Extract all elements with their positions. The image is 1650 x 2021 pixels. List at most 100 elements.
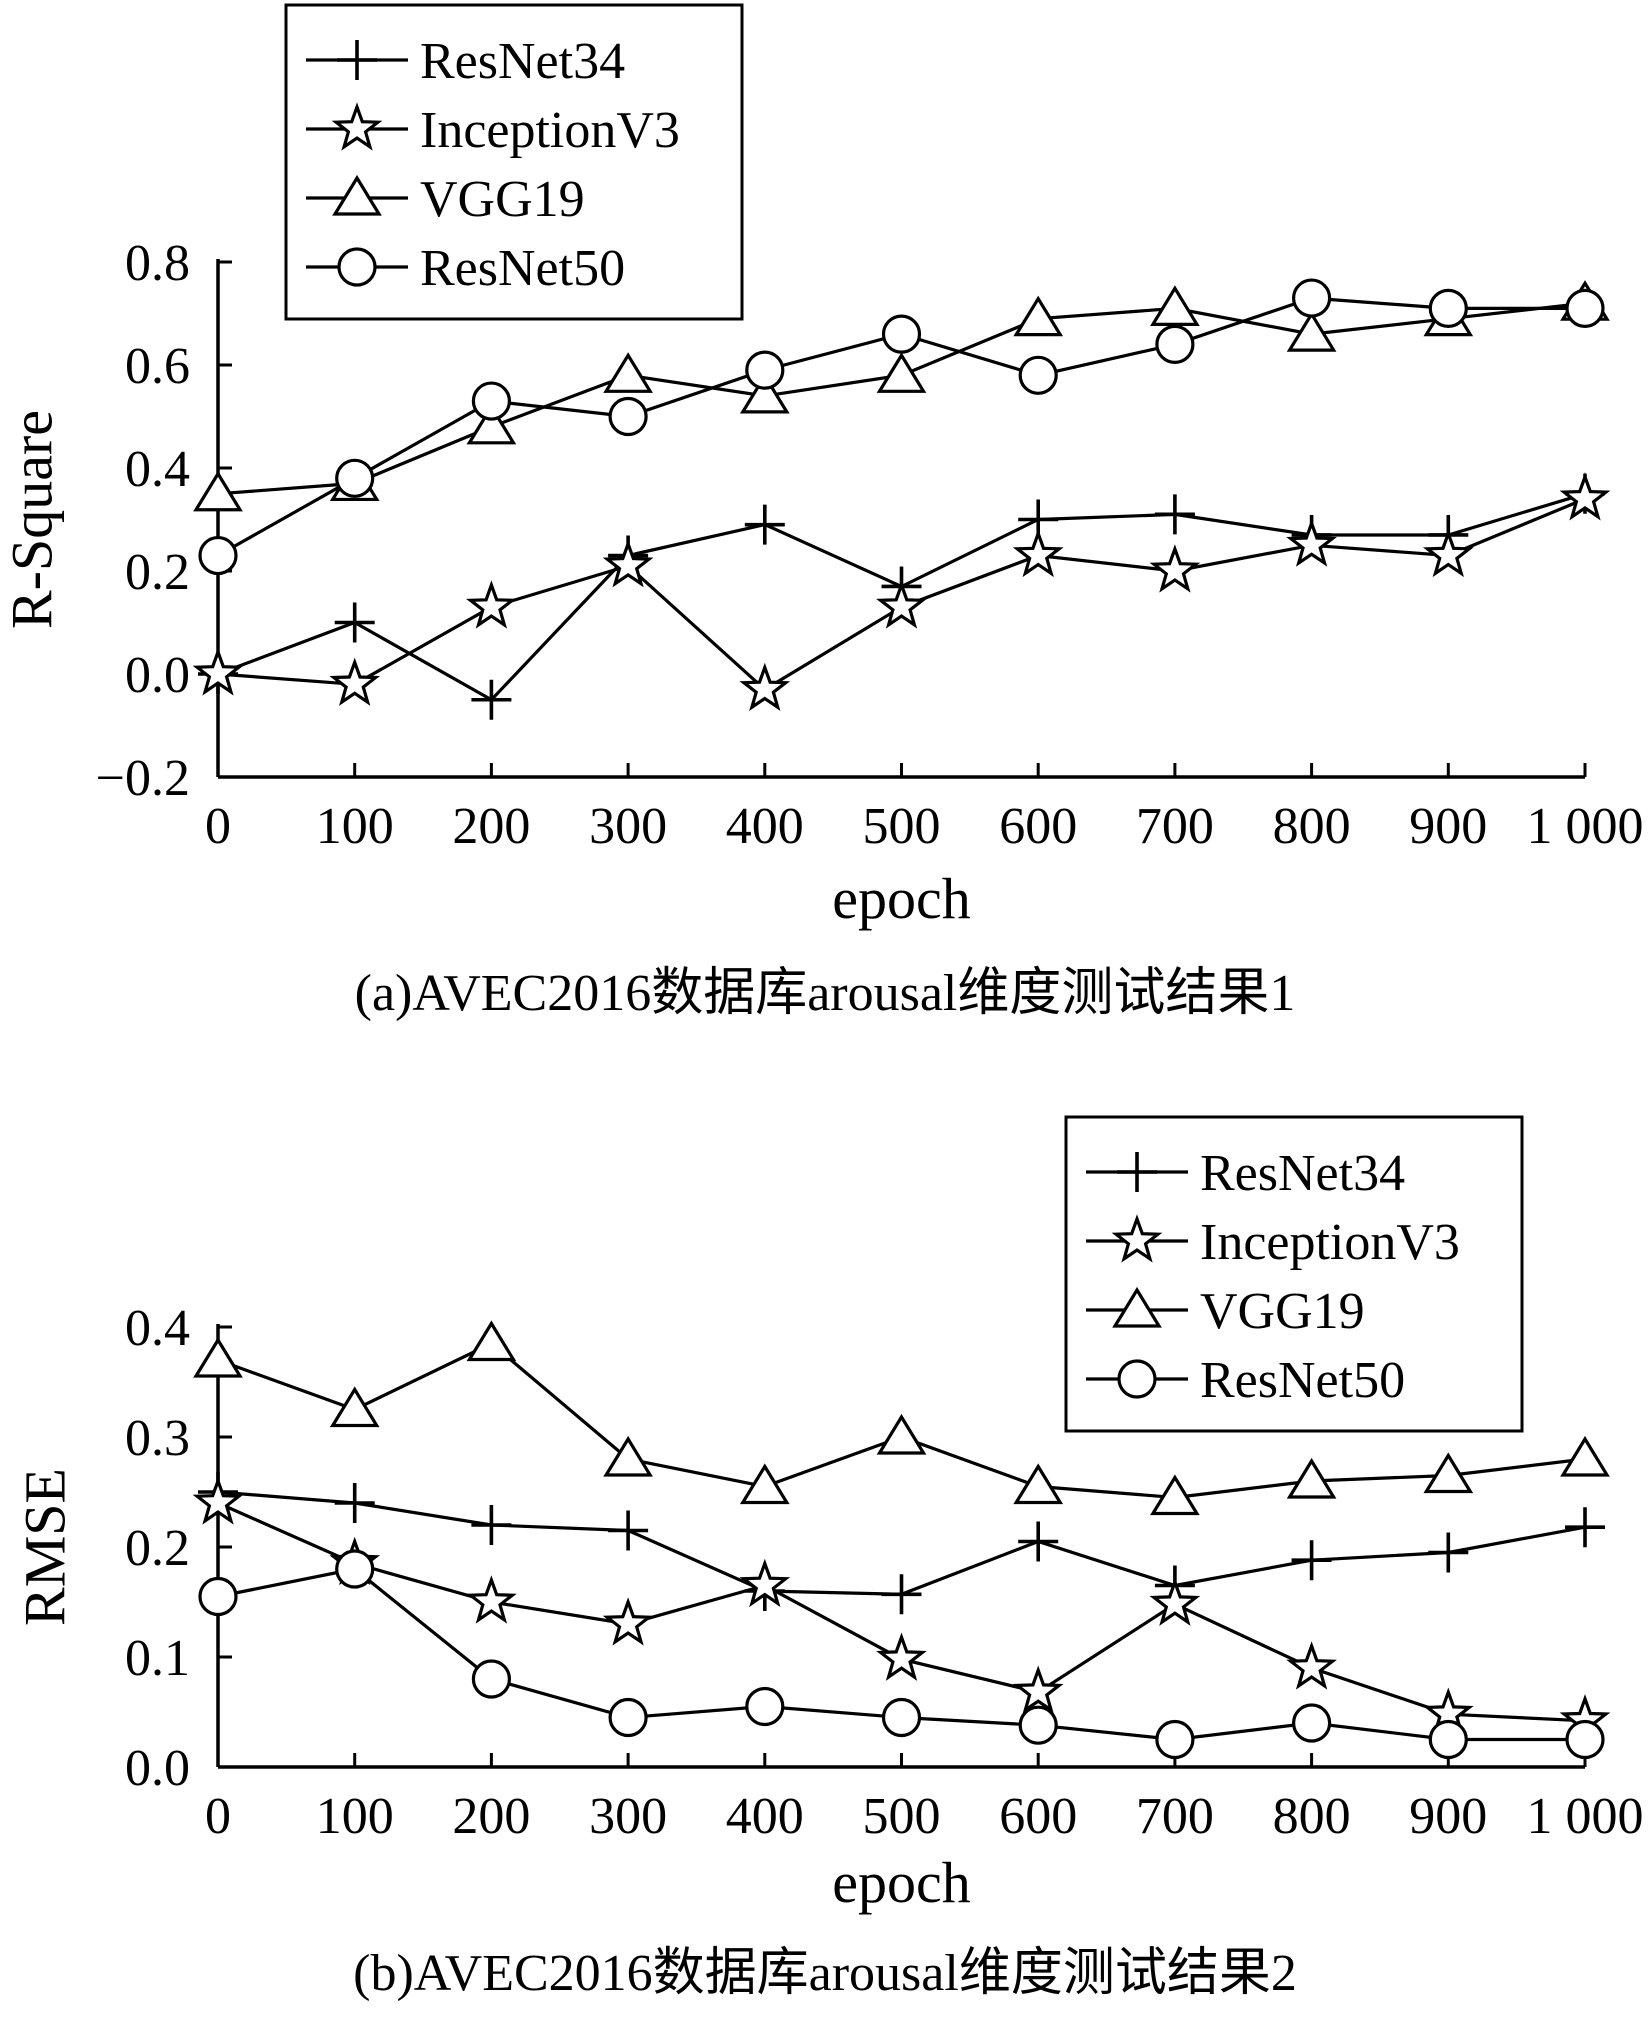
data-point-triangle (1013, 1463, 1064, 1505)
data-point-circle (1155, 324, 1195, 364)
y-tick-label: 0.4 (125, 441, 190, 498)
y-tick-label: 0.0 (125, 647, 190, 704)
chart-b: 0 100 200 300 400 500 600 700 800 900 1 000 0.0 0.1 0… (13, 1115, 1644, 2002)
data-point-star (466, 1575, 517, 1624)
data-point-star (1012, 528, 1064, 578)
data-point-circle (745, 350, 785, 390)
x-tick-label: 1 000 (1527, 1788, 1644, 1845)
legend-marker-triangle (1112, 1286, 1162, 1328)
x-tick-label: 200 (452, 1788, 530, 1845)
data-point-triangle (1560, 1435, 1610, 1477)
data-point-triangle (1286, 311, 1337, 352)
data-point-triangle (1150, 285, 1200, 326)
legend-marker-star (331, 102, 383, 151)
data-point-circle (471, 1659, 511, 1699)
x-tick-label: 400 (726, 1788, 804, 1845)
data-point-plus (881, 1574, 922, 1615)
legend-label: ResNet50 (420, 240, 625, 297)
y-tick-label: 0.8 (125, 235, 190, 292)
legend: ResNet34 InceptionV3 VGG19 ResNet50 (1064, 1115, 1524, 1433)
data-point-triangle (876, 1413, 927, 1455)
data-point-star (1149, 544, 1201, 593)
x-tick-label: 500 (863, 798, 941, 855)
data-point-star (876, 580, 927, 629)
data-point-plus (334, 1483, 375, 1523)
data-point-circle (608, 1697, 648, 1738)
data-point-circle (471, 381, 511, 421)
data-point-triangle (466, 403, 517, 445)
legend-label: VGG19 (1200, 1283, 1365, 1340)
legend-marker-star (1111, 1214, 1163, 1263)
data-point-triangle (876, 352, 927, 393)
data-point-triangle (1150, 1474, 1200, 1516)
data-point-star (1559, 472, 1611, 521)
data-point-plus (471, 1505, 512, 1545)
data-point-star (192, 647, 244, 696)
data-point-circle (881, 1697, 922, 1738)
x-tick-label: 600 (999, 1788, 1077, 1845)
data-point-plus (608, 1510, 649, 1551)
x-tick-label: 700 (1136, 1788, 1214, 1845)
data-point-star (1286, 518, 1338, 567)
x-tick-label: 400 (726, 798, 804, 855)
chart-a: 0 100 200 300 400 500 600 700 800 900 1 000 −0.2 0.0… (0, 3, 1644, 1022)
chart-caption: (a)AVEC2016数据库arousal维度测试结果1 (355, 965, 1296, 1022)
legend-label: InceptionV3 (1200, 1214, 1460, 1271)
x-tick-label: 1 000 (1527, 798, 1644, 855)
x-tick-label: 100 (316, 798, 394, 855)
legend: ResNet34 InceptionV3 VGG19 ResNet50 (284, 3, 744, 321)
legend-label: VGG19 (420, 171, 585, 228)
data-point-plus (1154, 494, 1195, 535)
data-point-plus (471, 679, 512, 720)
series-inceptionv3 (192, 472, 1611, 711)
data-point-star (876, 1632, 927, 1681)
data-point-circle (1565, 288, 1605, 328)
x-tick-label: 800 (1273, 1788, 1351, 1845)
legend-marker-triangle (332, 174, 382, 216)
data-point-circle (1565, 1719, 1605, 1760)
y-tick-label: 0.4 (125, 1300, 190, 1357)
y-tick-label: −0.2 (96, 750, 190, 807)
data-point-circle (198, 1576, 238, 1617)
data-point-plus (1565, 1507, 1605, 1548)
data-point-circle (881, 314, 922, 354)
data-point-triangle (329, 1386, 380, 1428)
data-point-triangle (603, 1435, 653, 1477)
data-point-triangle (1423, 1452, 1474, 1494)
data-point-triangle (1013, 295, 1064, 337)
data-point-star (739, 662, 791, 711)
y-tick-label: 0.3 (125, 1410, 190, 1467)
data-point-plus (1018, 1521, 1059, 1562)
data-point-star (1286, 1641, 1337, 1690)
data-point-star (1149, 1577, 1201, 1626)
data-point-star (602, 539, 654, 588)
data-point-circle (608, 396, 648, 437)
data-point-star (602, 1597, 654, 1646)
data-point-star (329, 657, 381, 706)
data-point-circle (335, 1549, 375, 1589)
data-point-circle (1291, 278, 1332, 318)
data-point-plus (1291, 1540, 1332, 1581)
x-axis-title: epoch (832, 866, 971, 931)
data-point-plus (744, 504, 785, 545)
data-point-triangle (739, 372, 790, 414)
data-point-circle (1018, 355, 1058, 395)
data-point-circle (1428, 1719, 1468, 1760)
legend-label: ResNet34 (1200, 1145, 1405, 1202)
data-point-triangle (466, 1320, 517, 1362)
chart-caption: (b)AVEC2016数据库arousal维度测试结果2 (353, 1945, 1297, 2002)
legend-label: ResNet34 (420, 33, 625, 90)
x-tick-label: 800 (1273, 798, 1351, 855)
data-point-triangle (739, 1463, 790, 1505)
data-point-triangle (1286, 1457, 1337, 1499)
series-vgg19 (193, 1320, 1610, 1516)
data-point-circle (1428, 288, 1468, 328)
data-point-circle (1018, 1705, 1058, 1745)
x-tick-label: 100 (316, 1788, 394, 1845)
data-point-star (192, 1476, 244, 1525)
series-resnet50 (198, 278, 1605, 576)
legend-marker-circle (337, 247, 377, 287)
data-point-star (465, 580, 517, 629)
y-axis-title: R-Square (0, 410, 65, 629)
